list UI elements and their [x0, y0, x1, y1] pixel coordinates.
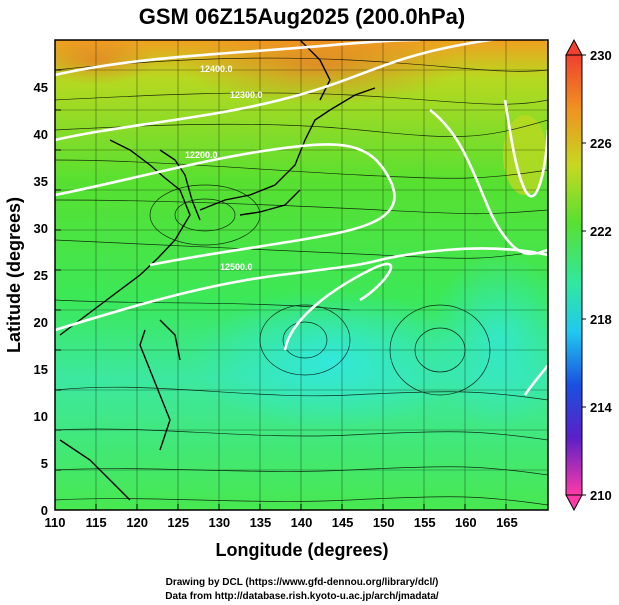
- taiwan-luzon-coast: [159, 319, 181, 361]
- x-tick-labels: 110 115 120 125 130 135 140 145 150 155 160 165: [45, 515, 518, 530]
- contour-trough: [503, 99, 548, 198]
- streamline: [55, 239, 548, 259]
- chart-title: GSM 06Z15Aug2025 (200.0hPa): [139, 4, 465, 29]
- colorbar-bottom-arrow: [565, 494, 583, 512]
- colorbar-label: 214: [590, 400, 612, 415]
- x-tick-label: 115: [86, 515, 107, 530]
- x-tick-label: 130: [208, 515, 230, 530]
- colorbar-gradient: [565, 54, 583, 496]
- streamline: [55, 57, 548, 72]
- y-tick-label: 5: [41, 456, 48, 471]
- colorbar-label: 218: [590, 312, 612, 327]
- y-tick-label: 20: [34, 315, 48, 330]
- y-tick-label: 35: [34, 174, 48, 189]
- contour-12400: [55, 40, 421, 77]
- anticyclone-loop: [174, 198, 236, 232]
- cyclone-loop: [282, 321, 328, 359]
- y-tick-label: 45: [34, 80, 48, 95]
- y-tick-label: 15: [34, 362, 48, 377]
- x-tick-label: 165: [496, 515, 518, 530]
- x-tick-label: 160: [455, 515, 477, 530]
- streamlines: [55, 57, 548, 506]
- contour-label: 12200.0: [185, 150, 218, 160]
- colorbar-ticks: [582, 54, 586, 496]
- grid-verticals: [95, 40, 507, 510]
- cyclone-loop: [259, 304, 351, 376]
- streamline: [55, 428, 548, 441]
- contours: [55, 40, 548, 396]
- y-tick-label: 40: [34, 127, 48, 142]
- y-axis-label: Latitude (degrees): [4, 197, 24, 353]
- anticyclone-loop: [149, 184, 261, 246]
- contour-12500: [55, 247, 548, 332]
- plot-area: 12400.0 12500.0 12300.0 12200.0: [55, 40, 548, 510]
- streamline: [55, 92, 548, 105]
- streamline: [55, 386, 548, 401]
- contour-label: 12300.0: [230, 90, 263, 100]
- y-tick-label: 10: [34, 409, 48, 424]
- x-axis-label: Longitude (degrees): [215, 540, 388, 560]
- streamline: [55, 466, 548, 476]
- colorbar: 230 226 222 218 214 210: [565, 38, 612, 512]
- colorbar-label: 222: [590, 224, 612, 239]
- y-tick-label: 30: [34, 221, 48, 236]
- credit-line-2: Data from http://database.rish.kyoto-u.a…: [165, 591, 439, 602]
- y-ticks: [55, 69, 61, 511]
- contour-southeast: [523, 364, 548, 396]
- colorbar-label: 226: [590, 136, 612, 151]
- credit-line-1: Drawing by DCL (https://www.gfd-dennou.o…: [166, 577, 439, 588]
- grid: [55, 40, 548, 510]
- japan-coast: [199, 87, 376, 211]
- x-ticks: [54, 504, 507, 510]
- contour-east: [429, 108, 548, 256]
- warm-region-west: [55, 40, 155, 85]
- x-tick-label: 110: [45, 515, 66, 530]
- grid-horizontals: [55, 69, 548, 471]
- colorbar-label: 230: [590, 48, 612, 63]
- contour-12300: [55, 143, 396, 267]
- contour-label: 12500.0: [220, 262, 253, 272]
- contour-cyclone: [283, 262, 393, 351]
- x-tick-label: 120: [126, 515, 148, 530]
- x-tick-label: 125: [167, 515, 189, 530]
- streamline: [55, 299, 351, 311]
- colorbar-top-arrow: [565, 38, 583, 56]
- warm-region: [180, 40, 460, 105]
- colorbar-label: 210: [590, 488, 612, 503]
- tick-marks: [54, 69, 507, 511]
- korea-coast: [159, 149, 201, 221]
- x-tick-label: 150: [373, 515, 395, 530]
- streamline: [55, 159, 548, 179]
- x-tick-label: 155: [414, 515, 436, 530]
- cyclone-loop: [389, 304, 491, 396]
- contour-label: 12400.0: [200, 64, 233, 74]
- colorbar-labels: 230 226 222 218 214 210: [590, 48, 612, 503]
- cyclone-loop: [414, 327, 466, 373]
- y-tick-labels: 0 5 10 15 20 25 30 35 40 45: [34, 80, 48, 518]
- x-tick-label: 145: [332, 515, 354, 530]
- contour-12400-b: [55, 40, 548, 142]
- philippines-coast: [139, 329, 171, 451]
- trough-region: [503, 115, 547, 195]
- x-tick-label: 140: [291, 515, 313, 530]
- y-tick-label: 25: [34, 268, 48, 283]
- japan-south-coast: [239, 189, 301, 216]
- y-tick-label: 0: [41, 503, 48, 518]
- x-tick-label: 135: [250, 515, 272, 530]
- cool-region-east: [430, 250, 548, 430]
- streamline: [55, 496, 548, 506]
